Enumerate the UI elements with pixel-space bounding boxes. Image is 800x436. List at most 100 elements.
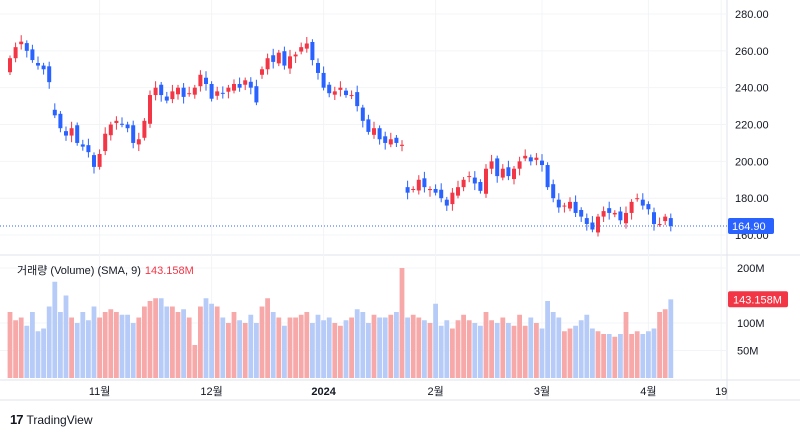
candle-body: [500, 168, 505, 178]
candle-body: [495, 158, 500, 177]
volume-bar: [153, 298, 158, 378]
candle-body: [327, 84, 332, 94]
candle-body: [573, 201, 578, 213]
candle-body: [159, 84, 164, 96]
candle-body: [439, 189, 444, 199]
candle-body: [36, 62, 40, 66]
volume-bar: [500, 317, 506, 378]
volume-bar: [114, 312, 119, 378]
candle: [13, 42, 18, 63]
candle: [528, 154, 533, 166]
volume-bar: [573, 325, 578, 378]
volume-bar: [282, 325, 287, 378]
candle: [556, 193, 561, 213]
volume-bar: [450, 328, 455, 378]
candle-body: [148, 95, 152, 124]
candle: [545, 162, 550, 190]
candle-body: [237, 83, 242, 88]
candle-body: [450, 192, 455, 205]
candle: [523, 149, 528, 162]
volume-bar: [489, 320, 494, 378]
candle-body: [472, 177, 477, 184]
volume-bar: [455, 320, 461, 378]
volume-bar: [528, 317, 534, 378]
candle: [495, 155, 500, 183]
candle-body: [215, 91, 220, 96]
volume-bar: [186, 317, 192, 378]
candle-body: [377, 128, 382, 140]
candle-body: [288, 56, 292, 69]
volume-bar: [483, 312, 489, 378]
candle: [226, 84, 231, 99]
candle-body: [512, 168, 516, 180]
candle-body: [635, 198, 640, 200]
candle-body: [400, 144, 404, 146]
candle-body: [226, 87, 231, 92]
volume-bar: [371, 314, 377, 378]
candle-body: [640, 199, 645, 206]
candle: [629, 199, 634, 220]
candle: [276, 49, 281, 67]
tradingview-logo-icon: 17: [10, 412, 24, 427]
candle-body: [344, 90, 348, 96]
price-tick-label: 200.00: [735, 156, 769, 168]
volume-bar: [287, 317, 293, 378]
volume-bar: [35, 331, 41, 378]
candle-body: [181, 87, 186, 97]
candle: [24, 40, 29, 58]
price-tick-label: 180.00: [735, 193, 769, 205]
candle-body: [204, 77, 208, 84]
volume-bar: [270, 312, 276, 378]
volume-bar: [354, 309, 360, 378]
candle: [198, 70, 203, 92]
volume-bar: [427, 323, 433, 378]
volume-bar: [86, 320, 91, 378]
candle: [69, 121, 74, 143]
volume-bar: [349, 317, 354, 378]
volume-bar: [567, 328, 573, 378]
tradingview-logo[interactable]: 17 TradingView: [10, 412, 93, 427]
candle: [512, 165, 516, 185]
price-tick-label: 240.00: [735, 83, 769, 95]
volume-bar: [382, 317, 388, 378]
candle-body: [304, 43, 309, 49]
candle-body: [652, 212, 656, 224]
candle: [237, 77, 242, 92]
candle-body: [355, 92, 360, 107]
candle-body: [372, 128, 376, 135]
volume-bar: [618, 334, 623, 378]
candle: [75, 122, 80, 146]
candle: [215, 86, 220, 100]
candle-body: [75, 125, 80, 143]
candle: [489, 154, 494, 175]
tradingview-logo-text: TradingView: [26, 412, 93, 427]
candle-body: [383, 136, 388, 143]
candle: [400, 140, 404, 152]
candle-body: [170, 91, 175, 100]
candle-body: [24, 43, 29, 51]
candle-body: [478, 181, 483, 191]
candle-body: [142, 120, 147, 138]
candle-body: [534, 157, 539, 160]
candle-body: [64, 131, 68, 136]
candle-body: [47, 66, 52, 83]
candle-body: [607, 208, 612, 213]
price-tick-label: 220.00: [735, 120, 769, 132]
volume-bar: [461, 314, 466, 378]
candle: [467, 171, 472, 183]
candle-body: [517, 161, 522, 169]
volume-bar: [623, 312, 629, 378]
candle: [120, 117, 124, 128]
candle: [366, 114, 371, 135]
candle: [360, 104, 365, 128]
candle: [327, 81, 332, 98]
candle-body: [338, 87, 343, 90]
candle-body: [456, 187, 460, 196]
candle-body: [30, 49, 35, 61]
candle: [344, 87, 348, 98]
volume-bar: [601, 334, 606, 378]
candle: [220, 86, 225, 99]
candle-body: [8, 58, 12, 73]
volume-bar: [254, 323, 259, 378]
